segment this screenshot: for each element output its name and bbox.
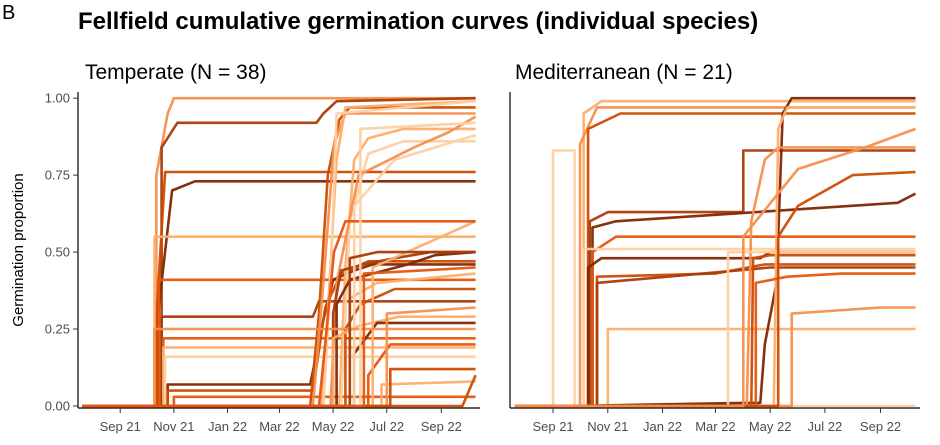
plot-panel-temperate: Sep 21 Nov 21 Jan 22 Mar 22 May 22 Jul 22 Sep … <box>45 91 480 434</box>
series-line <box>82 220 477 408</box>
x-tick-label: Sep 22 <box>421 419 462 434</box>
series-line <box>82 355 476 408</box>
panel-letter: B <box>2 2 16 24</box>
series-line <box>82 112 476 408</box>
plot-panel-mediterranean: Sep 21 Nov 21 Jan 22 Mar 22 May 22 Jul 22 Sep … <box>509 92 920 434</box>
x-tick-label: Jan 22 <box>208 419 247 434</box>
series-line <box>82 127 476 408</box>
y-tick-label: 0.00 <box>45 399 70 414</box>
x-tick-label: Nov 21 <box>587 419 628 434</box>
series-line <box>82 321 476 408</box>
x-tick-label: Jan 22 <box>643 419 682 434</box>
x-tick-label: Jul 22 <box>369 419 404 434</box>
series-line <box>82 278 476 408</box>
series-line <box>82 395 476 408</box>
series-line <box>514 127 916 408</box>
x-tick-label: Jul 22 <box>808 419 843 434</box>
x-tick-label: May 22 <box>749 419 792 434</box>
series-line <box>82 272 476 408</box>
y-tick-label: 1.00 <box>45 91 70 106</box>
x-tick-label: Nov 21 <box>153 419 194 434</box>
figure-title: Fellfield cumulative germination curves … <box>78 8 759 35</box>
panel-title-temperate: Temperate (N = 38) <box>85 61 267 84</box>
x-tick-label: Mar 22 <box>695 419 735 434</box>
y-tick-label: 0.75 <box>45 168 70 183</box>
series-line <box>82 180 476 408</box>
series-line <box>82 367 476 408</box>
x-tick-label: Sep 22 <box>860 419 901 434</box>
x-tick-label: Sep 21 <box>100 419 141 434</box>
y-tick-label: 0.25 <box>45 322 70 337</box>
series-line <box>82 327 476 408</box>
x-tick-label: May 22 <box>312 419 355 434</box>
panel-title-mediterranean: Mediterranean (N = 21) <box>515 61 733 84</box>
y-tick-label: 0.50 <box>45 245 70 260</box>
x-tick-label: Mar 22 <box>259 419 299 434</box>
series-line <box>82 263 476 408</box>
y-axis-title: Germination proportion <box>10 173 27 326</box>
series-line <box>82 266 476 408</box>
x-tick-label: Sep 21 <box>532 419 573 434</box>
series-line <box>514 149 916 408</box>
